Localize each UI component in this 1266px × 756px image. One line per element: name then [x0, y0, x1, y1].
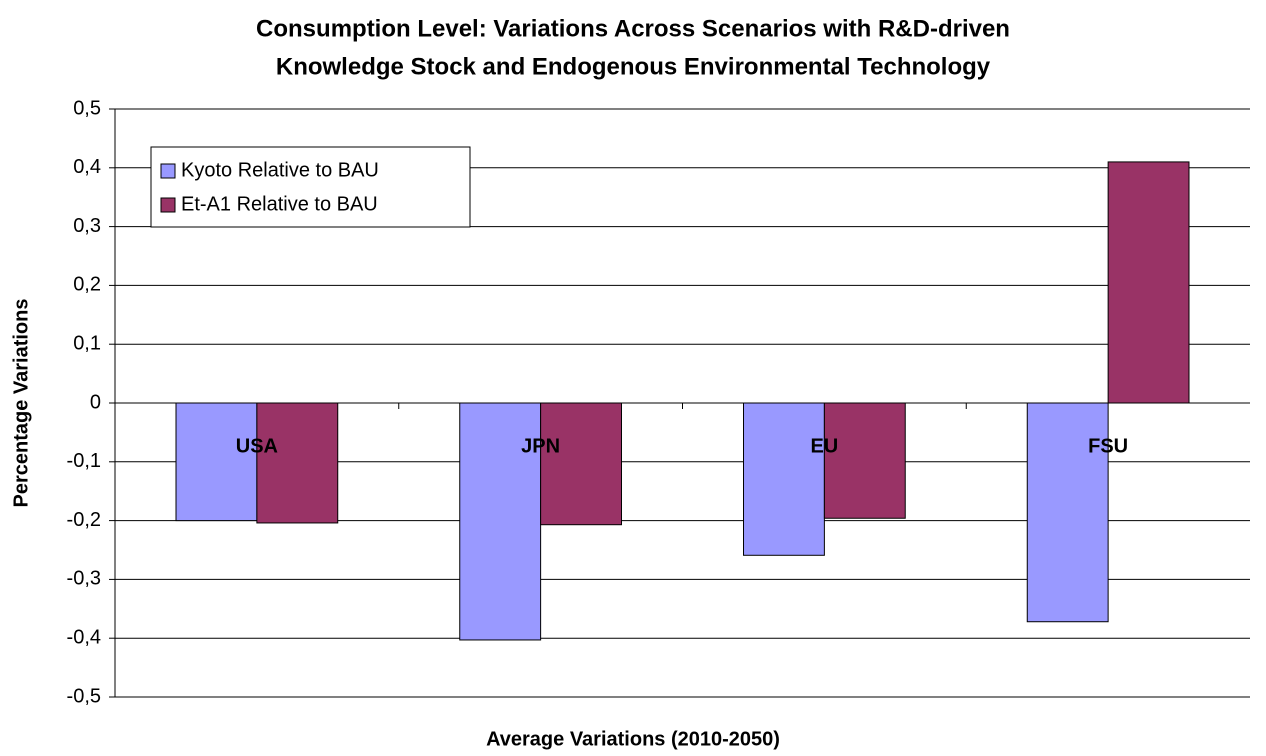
y-tick-label: -0,3: [67, 568, 101, 590]
bar: [823, 402, 906, 519]
legend-swatch: [160, 163, 176, 179]
legend-label: Et-A1 Relative to BAU: [181, 193, 378, 215]
chart-title: Knowledge Stock and Endogenous Environme…: [276, 53, 991, 80]
x-tick-label: JPN: [521, 435, 560, 457]
x-tick-label: EU: [810, 435, 838, 457]
y-tick-label: 0: [90, 391, 101, 413]
y-tick-label: 0,4: [73, 156, 101, 178]
bar: [1107, 161, 1190, 404]
bar: [1026, 402, 1109, 623]
x-tick-label: FSU: [1088, 435, 1128, 457]
legend-label: Kyoto Relative to BAU: [181, 159, 379, 181]
bar: [743, 402, 825, 556]
y-tick-label: -0,2: [67, 509, 101, 531]
bar: [175, 402, 258, 522]
x-tick-label: USA: [236, 435, 278, 457]
y-tick-label: 0,1: [73, 332, 101, 354]
y-tick-label: 0,3: [73, 215, 101, 237]
y-tick-label: -0,1: [67, 450, 101, 472]
bar: [540, 402, 622, 526]
legend-box: [150, 146, 471, 228]
y-tick-label: 0,5: [73, 97, 101, 119]
bar: [459, 402, 542, 641]
y-axis-label: Percentage Variations: [10, 299, 32, 508]
legend-swatch: [160, 197, 176, 213]
y-tick-label: -0,4: [67, 626, 101, 648]
y-tick-label: 0,2: [73, 274, 101, 296]
chart-title: Consumption Level: Variations Across Sce…: [256, 15, 1010, 42]
y-tick-label: -0,5: [67, 685, 101, 707]
x-axis-label: Average Variations (2010-2050): [486, 728, 780, 750]
bar: [256, 402, 339, 524]
